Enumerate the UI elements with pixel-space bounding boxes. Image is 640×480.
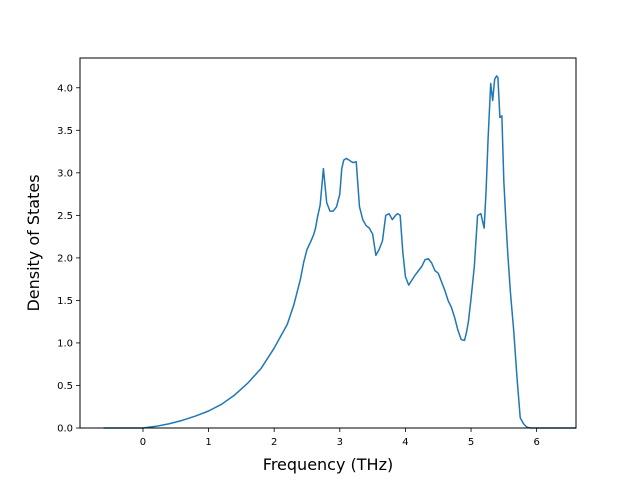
y-axis: 0.0 0.5 1.0 1.5 2.0 2.5 3.0 3.5 4.0: [57, 83, 80, 435]
axes-frame: [79, 57, 577, 429]
x-axis: 0 1 2 3 4 5 6: [140, 428, 540, 448]
x-tick-label: 2: [271, 437, 277, 448]
x-tick-label: 5: [468, 437, 474, 448]
x-tick-label: 6: [533, 437, 539, 448]
y-tick-label: 1.0: [57, 339, 73, 350]
y-axis-title: Density of States: [24, 174, 43, 311]
y-tick-label: 4.0: [57, 83, 73, 94]
y-tick-label: 3.5: [57, 126, 73, 137]
x-tick-label: 1: [205, 437, 211, 448]
x-tick-label: 4: [402, 437, 408, 448]
plot-area: [103, 75, 576, 429]
y-tick-label: 1.5: [57, 296, 73, 307]
series-line-0: [103, 75, 576, 429]
x-axis-title: Frequency (THz): [263, 455, 393, 474]
x-tick-label: 3: [337, 437, 343, 448]
y-tick-label: 0.0: [57, 424, 73, 435]
y-tick-label: 3.0: [57, 168, 73, 179]
x-tick-label: 0: [140, 437, 146, 448]
y-tick-label: 2.5: [57, 211, 73, 222]
y-tick-label: 2.0: [57, 253, 73, 264]
y-tick-label: 0.5: [57, 381, 73, 392]
